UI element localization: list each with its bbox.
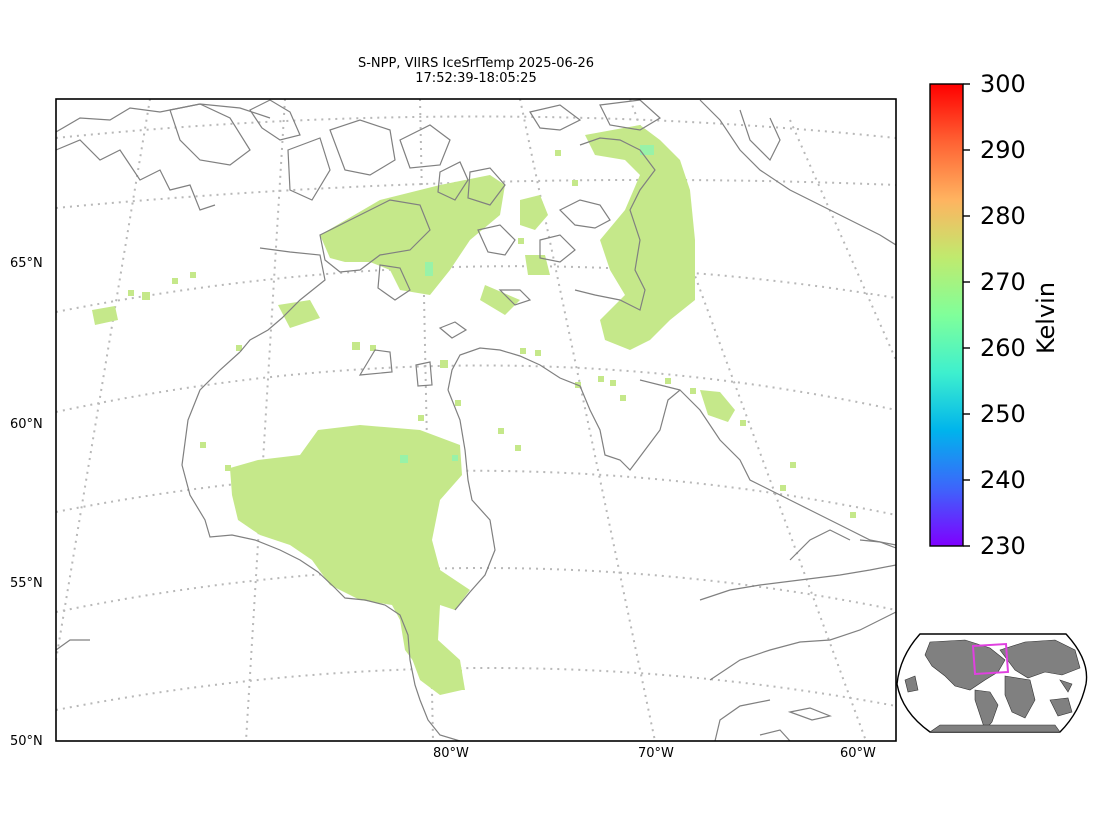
colorbar-ticks [963,83,970,547]
colorbar-label: Kelvin [1032,281,1060,354]
lat-label-50: 50°N [10,734,43,749]
inset-region-box [971,642,1010,676]
coastlines [56,99,896,741]
colorbar-tick-250: 250 [980,400,1026,428]
lat-label-65: 65°N [10,256,43,271]
lat-label-60: 60°N [10,417,43,432]
ice-surface-temperature-data [92,125,856,695]
colorbar-tick-270: 270 [980,268,1026,296]
colorbar-tick-230: 230 [980,532,1026,560]
cooler-data-patches [400,145,654,463]
graticule-meridians [56,99,896,741]
lon-label-60w: 60°W [840,746,876,761]
map-frame [55,98,897,742]
map-title-line1: S-NPP, VIIRS IceSrfTemp 2025-06-26 [357,56,595,71]
lon-label-80w: 80°W [433,746,469,761]
colorbar [929,83,964,547]
colorbar-tick-240: 240 [980,466,1026,494]
colorbar-tick-300: 300 [980,70,1026,98]
map-title-line2: 17:52:39-18:05:25 [415,71,537,86]
colorbar-tick-260: 260 [980,334,1026,362]
colorbar-tick-290: 290 [980,136,1026,164]
colorbar-tick-280: 280 [980,202,1026,230]
lon-label-70w: 70°W [638,746,674,761]
inset-world-map [896,633,1088,733]
lat-label-55: 55°N [10,576,43,591]
